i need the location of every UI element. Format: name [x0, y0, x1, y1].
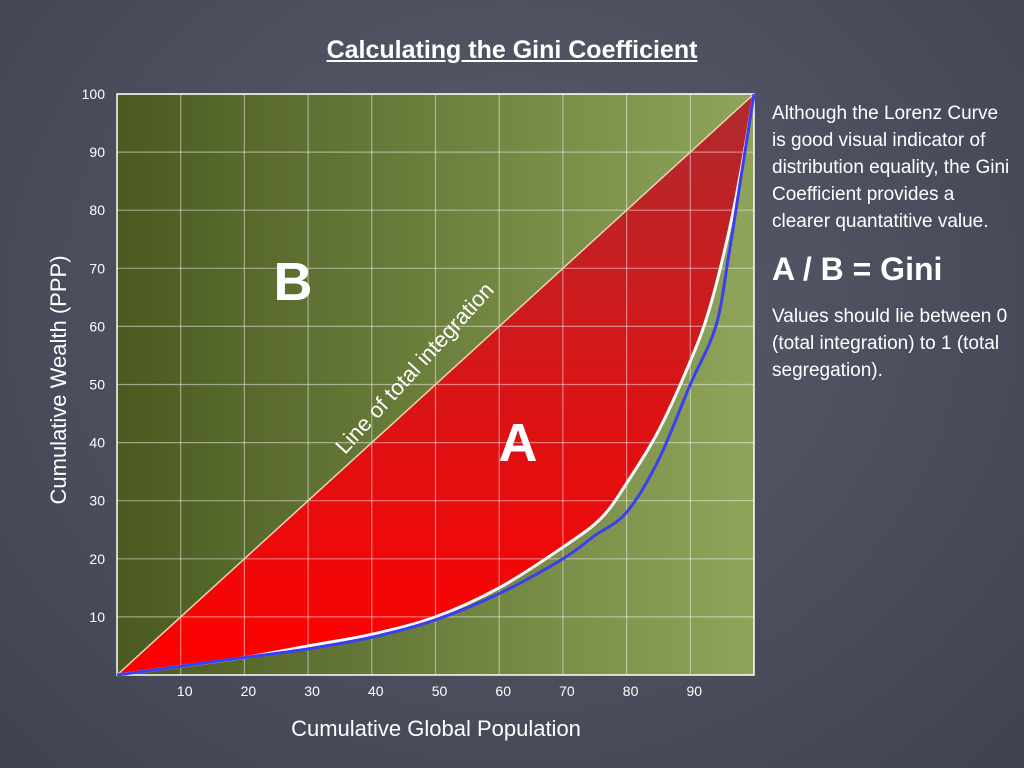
x-tick-20: 20 [241, 683, 257, 699]
y-tick-labels: 10 20 30 40 50 60 70 80 90 100 [82, 86, 106, 625]
slide-title: Calculating the Gini Coefficient [326, 36, 698, 64]
y-tick-50: 50 [89, 377, 105, 393]
side-panel: Although the Lorenz Curve is good visual… [772, 100, 1012, 384]
x-tick-30: 30 [304, 683, 320, 699]
grid [117, 93, 754, 675]
y-tick-100: 100 [82, 86, 106, 102]
y-tick-60: 60 [89, 318, 105, 334]
y-axis-title: Cumulative Wealth (PPP) [46, 255, 71, 504]
y-tick-80: 80 [89, 202, 105, 218]
x-tick-labels: 10 20 30 40 50 60 70 80 90 [177, 683, 702, 699]
y-tick-30: 30 [89, 493, 105, 509]
region-b-label: B [274, 252, 313, 312]
y-tick-90: 90 [89, 144, 105, 160]
x-tick-50: 50 [432, 683, 448, 699]
x-tick-70: 70 [559, 683, 575, 699]
x-tick-40: 40 [368, 683, 384, 699]
intro-text: Although the Lorenz Curve is good visual… [772, 103, 1010, 232]
region-a-label: A [499, 413, 538, 473]
y-tick-20: 20 [89, 551, 105, 567]
y-tick-10: 10 [89, 609, 105, 625]
x-tick-10: 10 [177, 683, 193, 699]
equality-line [116, 93, 755, 676]
y-tick-40: 40 [89, 435, 105, 451]
x-axis-title: Cumulative Global Population [291, 716, 581, 741]
range-note: Values should lie between 0 (total integ… [772, 306, 1008, 381]
x-tick-80: 80 [623, 683, 639, 699]
x-tick-90: 90 [687, 683, 703, 699]
lorenz-curve-blue [116, 93, 756, 677]
y-tick-70: 70 [89, 260, 105, 276]
gini-formula: A / B = Gini [772, 251, 943, 287]
plot-frame [116, 93, 755, 676]
x-tick-60: 60 [495, 683, 511, 699]
